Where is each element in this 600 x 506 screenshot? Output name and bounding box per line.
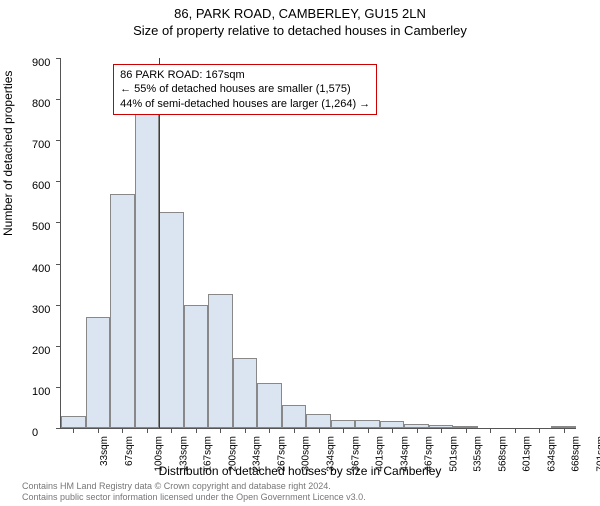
x-tick-label: 467sqm [424,436,435,472]
histogram-bar [233,358,258,428]
x-tick-label: 434sqm [399,436,410,472]
y-axis-label: Number of detached properties [1,71,15,236]
annotation-box: 86 PARK ROAD: 167sqm← 55% of detached ho… [113,64,377,115]
histogram-bar [257,383,282,428]
x-tick-label: 234sqm [252,436,263,472]
annotation-line: ← 55% of detached houses are smaller (1,… [120,82,370,96]
x-tick-mark [319,428,320,433]
y-tick-label: 900 [32,57,80,69]
x-tick-label: 601sqm [522,436,533,472]
histogram-bar [135,95,160,428]
x-tick-mark [490,428,491,433]
x-tick-mark [269,428,270,433]
x-tick-label: 200sqm [227,436,238,472]
page-title-1: 86, PARK ROAD, CAMBERLEY, GU15 2LN [0,6,600,21]
y-tick-label: 500 [32,221,80,233]
x-tick-mark [564,428,565,433]
x-tick-label: 267sqm [277,436,288,472]
x-tick-label: 367sqm [350,436,361,472]
x-tick-label: 133sqm [178,436,189,472]
x-tick-mark [147,428,148,433]
x-tick-mark [392,428,393,433]
x-tick-mark [417,428,418,433]
histogram-bar [380,421,405,428]
x-tick-label: 668sqm [571,436,582,472]
x-tick-label: 300sqm [301,436,312,472]
x-tick-mark [294,428,295,433]
histogram-bar [86,317,111,428]
annotation-line: 44% of semi-detached houses are larger (… [120,97,370,111]
x-tick-label: 67sqm [124,436,135,466]
x-tick-mark [122,428,123,433]
y-tick-label: 600 [32,180,80,192]
x-tick-mark [368,428,369,433]
x-tick-mark [441,428,442,433]
footer-line-2: Contains public sector information licen… [22,492,366,503]
x-tick-mark [343,428,344,433]
x-tick-label: 401sqm [375,436,386,472]
x-tick-label: 334sqm [326,436,337,472]
y-tick-label: 0 [32,427,80,439]
x-tick-label: 634sqm [546,436,557,472]
histogram-bar [159,212,184,428]
x-tick-label: 701sqm [595,436,600,472]
y-tick-label: 700 [32,139,80,151]
x-tick-mark [196,428,197,433]
histogram-bar [355,420,380,428]
annotation-line: 86 PARK ROAD: 167sqm [120,68,370,82]
x-tick-mark [539,428,540,433]
x-tick-label: 568sqm [497,436,508,472]
y-tick-label: 800 [32,98,80,110]
y-tick-label: 400 [32,263,80,275]
x-tick-label: 100sqm [154,436,165,472]
y-tick-label: 300 [32,304,80,316]
page-title-2: Size of property relative to detached ho… [0,23,600,38]
y-tick-label: 100 [32,386,80,398]
x-tick-mark [220,428,221,433]
x-tick-label: 501sqm [448,436,459,472]
x-tick-mark [515,428,516,433]
histogram-bar [110,194,135,428]
histogram-bar [208,294,233,428]
x-tick-mark [245,428,246,433]
histogram-bar [306,414,331,428]
histogram-bar [331,420,356,428]
x-tick-mark [171,428,172,433]
histogram-bar [282,405,307,428]
y-tick-label: 200 [32,345,80,357]
histogram-bar [184,305,209,428]
x-tick-mark [98,428,99,433]
x-tick-label: 535sqm [473,436,484,472]
x-tick-mark [466,428,467,433]
x-tick-label: 167sqm [203,436,214,472]
footer-line-1: Contains HM Land Registry data © Crown c… [22,481,366,492]
x-tick-label: 33sqm [99,436,110,466]
